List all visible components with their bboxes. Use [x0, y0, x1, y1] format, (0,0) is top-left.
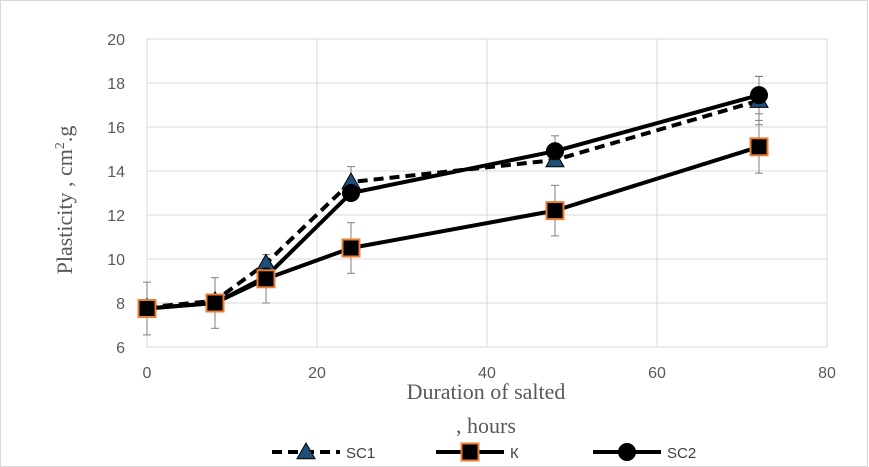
- series-line-sc2: [146, 93, 760, 311]
- y-tick-labels: 6 8 10 12 14 16 18 20: [107, 32, 125, 357]
- data-point-k: [205, 293, 225, 313]
- data-point-k: [545, 201, 565, 221]
- y-tick-label: 6: [116, 340, 125, 357]
- y-axis-title: Plasticity , cm2.g: [52, 126, 77, 275]
- x-tick-label: 0: [143, 365, 152, 382]
- series-markers: [137, 86, 769, 318]
- x-tick-label: 60: [648, 365, 666, 382]
- gridlines: [146, 38, 828, 348]
- y-tick-label: 16: [107, 120, 125, 137]
- x-axis-title-line1: Duration of salted: [407, 379, 566, 404]
- data-point-sc2: [750, 86, 768, 105]
- y-tick-label: 12: [107, 208, 125, 225]
- x-tick-labels: 0 20 40 60 80: [143, 365, 836, 382]
- data-point-k: [749, 137, 769, 157]
- data-point-k: [256, 269, 276, 289]
- legend-item-sc1: SC1: [272, 441, 375, 462]
- series-lines: [146, 93, 760, 311]
- legend-marker-k: [460, 442, 480, 462]
- series-line-sc1: [146, 98, 760, 310]
- legend: SC1 К SC2: [272, 441, 696, 462]
- x-tick-label: 80: [818, 365, 836, 382]
- legend-item-k: К: [436, 442, 519, 462]
- y-tick-label: 8: [116, 296, 125, 313]
- data-point-k: [137, 299, 157, 318]
- legend-item-sc2: SC2: [593, 443, 696, 462]
- data-point-sc2: [342, 184, 360, 202]
- legend-label-sc1: SC1: [346, 445, 375, 462]
- legend-label-sc2: SC2: [667, 445, 696, 462]
- data-point-k: [341, 238, 361, 258]
- x-axis-title-line2: , hours: [456, 413, 516, 438]
- legend-marker-sc1: [296, 441, 316, 460]
- legend-label-k: К: [510, 445, 519, 462]
- y-tick-label: 14: [107, 164, 125, 181]
- y-tick-label: 20: [107, 32, 125, 49]
- x-tick-label: 20: [308, 365, 326, 382]
- y-tick-label: 18: [107, 76, 125, 93]
- legend-marker-sc2: [618, 443, 636, 461]
- data-point-sc2: [546, 142, 564, 161]
- x-tick-label: 40: [478, 365, 496, 382]
- y-tick-label: 10: [107, 252, 125, 269]
